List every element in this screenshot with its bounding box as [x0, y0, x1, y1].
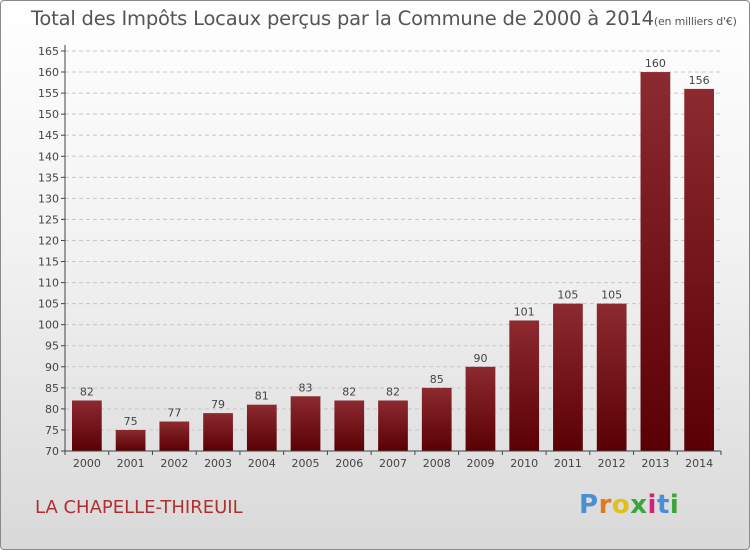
bar-value-label: 105 — [601, 289, 622, 302]
y-tick-label: 130 — [38, 192, 59, 205]
logo-letter: P — [579, 490, 599, 520]
logo-letter: r — [598, 490, 612, 520]
bar-value-label: 105 — [557, 289, 578, 302]
y-tick-label: 140 — [38, 150, 59, 163]
bar-value-label: 101 — [514, 305, 535, 318]
x-tick-label: 2005 — [292, 457, 320, 470]
chart-title-text: Total des Impôts Locaux perçus par la Co… — [31, 7, 654, 30]
y-tick-label: 120 — [38, 234, 59, 247]
bar — [378, 400, 408, 451]
x-tick-label: 2014 — [685, 457, 713, 470]
logo-letter: t — [656, 490, 670, 520]
x-tick-label: 2012 — [598, 457, 626, 470]
x-tick-label: 2001 — [117, 457, 145, 470]
bar — [553, 303, 583, 451]
y-tick-label: 115 — [38, 256, 59, 269]
x-axis: 2000 2001 2002 2003 2004 2005 2006 2007 2008 2009… — [64, 450, 722, 470]
logo-letter: o — [611, 490, 631, 520]
x-tick-label: 2007 — [379, 457, 407, 470]
x-tick-label: 2000 — [73, 457, 101, 470]
bar — [509, 320, 540, 451]
x-tick-label: 2003 — [204, 457, 232, 470]
bar — [640, 72, 671, 451]
bar-value-label: 90 — [473, 352, 487, 365]
bar — [246, 404, 277, 451]
bar-value-label: 82 — [386, 385, 400, 398]
bar-value-label: 81 — [255, 390, 269, 403]
proxiti-logo[interactable]: Proxiti — [579, 490, 679, 520]
y-tick-label: 110 — [38, 277, 59, 290]
y-tick-label: 75 — [45, 424, 59, 437]
x-tick-label: 2006 — [335, 457, 363, 470]
bar — [334, 400, 365, 451]
y-tick-label: 90 — [45, 361, 59, 374]
x-tick-label: 2002 — [160, 457, 188, 470]
bar — [421, 387, 452, 451]
bar — [159, 421, 190, 451]
y-tick-label: 80 — [45, 403, 59, 416]
bar — [596, 303, 627, 451]
logo-letter: i — [669, 490, 680, 520]
bar — [115, 429, 146, 451]
x-tick-label: 2009 — [466, 457, 494, 470]
y-tick-label: 70 — [45, 445, 59, 458]
x-tick-label: 2011 — [554, 457, 582, 470]
bar-value-label: 160 — [645, 57, 666, 70]
y-tick-label: 145 — [38, 129, 59, 142]
bar — [465, 366, 496, 451]
y-tick-label: 85 — [45, 382, 59, 395]
y-axis: 70 75 80 85 90 95 100 105 110 115 120 125 130 135 140 1… — [38, 45, 66, 458]
bar-value-label: 77 — [167, 407, 181, 420]
chart-title-unit: (en milliers d'€) — [653, 15, 737, 28]
bar — [290, 396, 321, 451]
y-tick-label: 160 — [38, 66, 59, 79]
commune-name: LA CHAPELLE-THIREUIL — [35, 497, 243, 518]
y-tick-label: 95 — [45, 340, 59, 353]
y-tick-label: 100 — [38, 319, 59, 332]
logo-letter: x — [630, 490, 648, 520]
bar-value-label: 82 — [342, 385, 356, 398]
bar — [684, 88, 715, 451]
bar — [71, 400, 102, 451]
y-tick-label: 165 — [38, 45, 59, 58]
y-tick-label: 105 — [38, 298, 59, 311]
bar-value-label: 79 — [211, 398, 225, 411]
y-tick-label: 135 — [38, 171, 59, 184]
bar-value-label: 83 — [299, 381, 313, 394]
bar-value-label: 75 — [124, 415, 138, 428]
logo-letter: i — [647, 490, 657, 520]
bar-value-label: 156 — [689, 74, 710, 87]
bars: 82 75 77 79 81 83 82 82 85 90 101 105 105 160 156 — [71, 57, 715, 451]
chart-title: Total des Impôts Locaux perçus par la Co… — [31, 7, 737, 30]
x-tick-label: 2013 — [641, 457, 669, 470]
y-tick-label: 155 — [38, 87, 59, 100]
x-tick-label: 2004 — [248, 457, 276, 470]
bar-value-label: 82 — [80, 385, 94, 398]
bar-value-label: 85 — [430, 373, 444, 386]
y-tick-label: 125 — [38, 213, 59, 226]
x-tick-label: 2010 — [510, 457, 538, 470]
bar — [203, 413, 233, 451]
x-tick-label: 2008 — [423, 457, 451, 470]
y-tick-label: 150 — [38, 108, 59, 121]
